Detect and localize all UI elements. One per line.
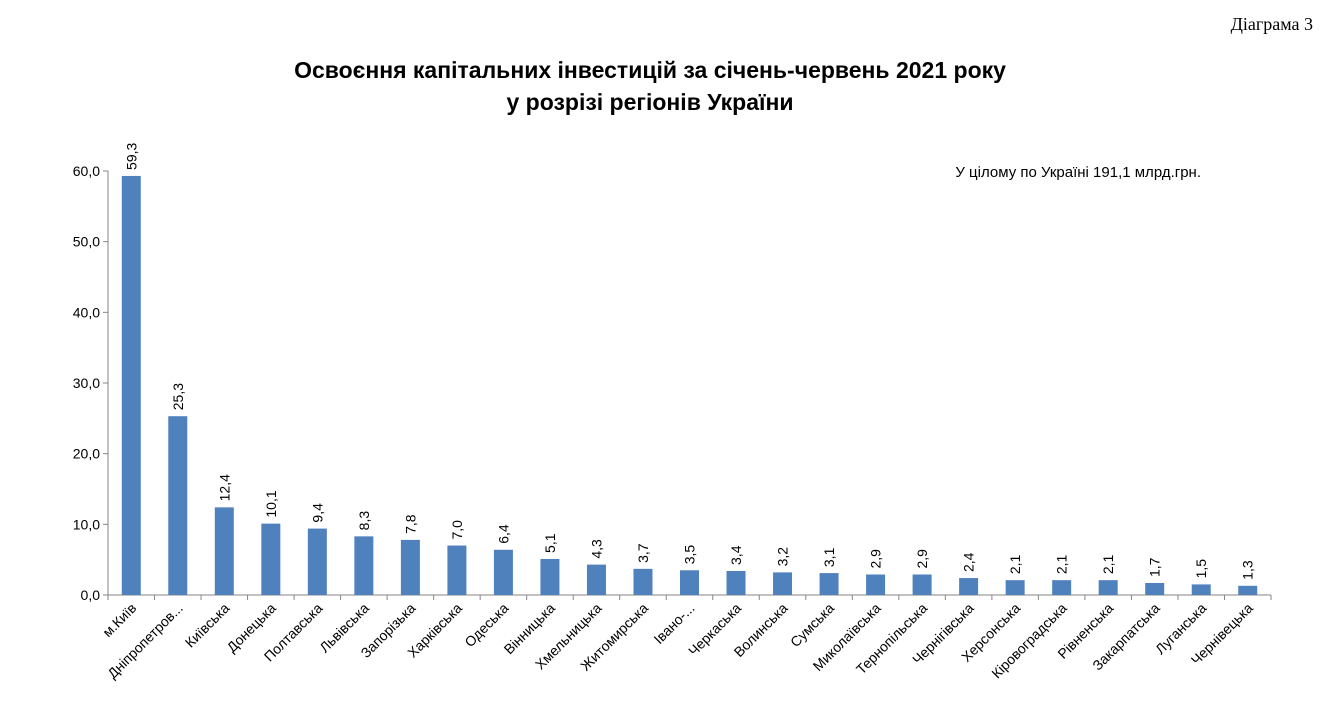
data-label: 1,7: [1147, 557, 1163, 577]
bar: [261, 523, 281, 595]
data-label: 59,3: [123, 142, 139, 169]
data-label: 5,1: [542, 533, 558, 553]
chart-title: Освоєння капітальних інвестицій за січен…: [294, 57, 1006, 83]
data-label: 4,3: [588, 539, 604, 559]
bar: [121, 175, 141, 596]
bar: [354, 536, 374, 595]
data-label: 12,4: [216, 474, 232, 501]
bar: [1191, 584, 1211, 595]
chart-title-block: Освоєння капітальних інвестицій за січен…: [0, 54, 1300, 118]
bar: [1145, 582, 1165, 595]
bar: [959, 578, 979, 595]
chart-category-labels: м.КиївДніпропетров...КиївськаДонецькаПол…: [99, 600, 1256, 682]
bar: [912, 574, 932, 595]
data-label: 2,1: [1007, 554, 1023, 574]
category-label: м.Київ: [99, 600, 139, 640]
chart-subtitle: у розрізі регіонів України: [506, 89, 794, 115]
bar: [400, 539, 420, 595]
data-label: 10,1: [263, 490, 279, 517]
data-label: 25,3: [170, 383, 186, 410]
data-label: 3,7: [635, 543, 651, 563]
y-tick-label: 0,0: [81, 587, 101, 603]
bar: [168, 416, 188, 595]
y-tick-label: 20,0: [73, 446, 100, 462]
data-label: 3,1: [821, 547, 837, 567]
data-label: 3,2: [775, 547, 791, 567]
data-label: 7,0: [449, 520, 465, 540]
data-label: 2,9: [914, 549, 930, 569]
bar: [773, 572, 793, 595]
y-tick-label: 40,0: [73, 304, 100, 320]
bar: [819, 573, 839, 595]
data-label: 1,5: [1193, 559, 1209, 579]
chart-axes: 0,0 10,0 20,0 30,0 40,0 50,0 60,0: [73, 163, 1272, 603]
bar: [447, 545, 467, 595]
y-tick-label: 60,0: [73, 163, 100, 179]
diagram-number-label: Діаграма 3: [1230, 14, 1313, 34]
bar: [493, 549, 513, 595]
bar: [540, 558, 560, 595]
data-label: 1,3: [1240, 560, 1256, 580]
y-tick-label: 50,0: [73, 234, 100, 250]
bar: [214, 507, 234, 595]
bar: [680, 570, 699, 595]
data-label: 6,4: [495, 524, 511, 544]
data-label: 2,1: [1100, 554, 1116, 574]
data-label: 8,3: [356, 511, 372, 531]
bar: [633, 568, 653, 595]
chart-bars: [121, 175, 1258, 596]
data-label: 2,9: [868, 549, 884, 569]
bar: [1005, 580, 1025, 595]
bar: [586, 564, 606, 595]
bar: [726, 570, 746, 595]
bar: [307, 528, 327, 595]
chart-data-labels: 59,3 25,3 12,4 10,1 9,4 8,3 7,8 7,0 6,4 5,1 4,3 3,7…: [123, 142, 1255, 579]
bar: [866, 574, 886, 595]
category-label: Івано-...: [650, 600, 697, 647]
bar: [1052, 580, 1072, 595]
data-label: 9,4: [309, 503, 325, 523]
y-tick-label: 30,0: [73, 375, 100, 391]
total-annotation: У цілому по Україні 191,1 млрд.грн.: [955, 164, 1201, 181]
data-label: 2,4: [961, 552, 977, 572]
data-label: 3,5: [682, 545, 698, 565]
data-label: 3,4: [728, 545, 744, 565]
data-label: 2,1: [1054, 554, 1070, 574]
data-label: 7,8: [402, 514, 418, 534]
y-tick-label: 10,0: [73, 516, 100, 532]
bar: [1098, 580, 1118, 595]
bar: [1238, 585, 1258, 595]
